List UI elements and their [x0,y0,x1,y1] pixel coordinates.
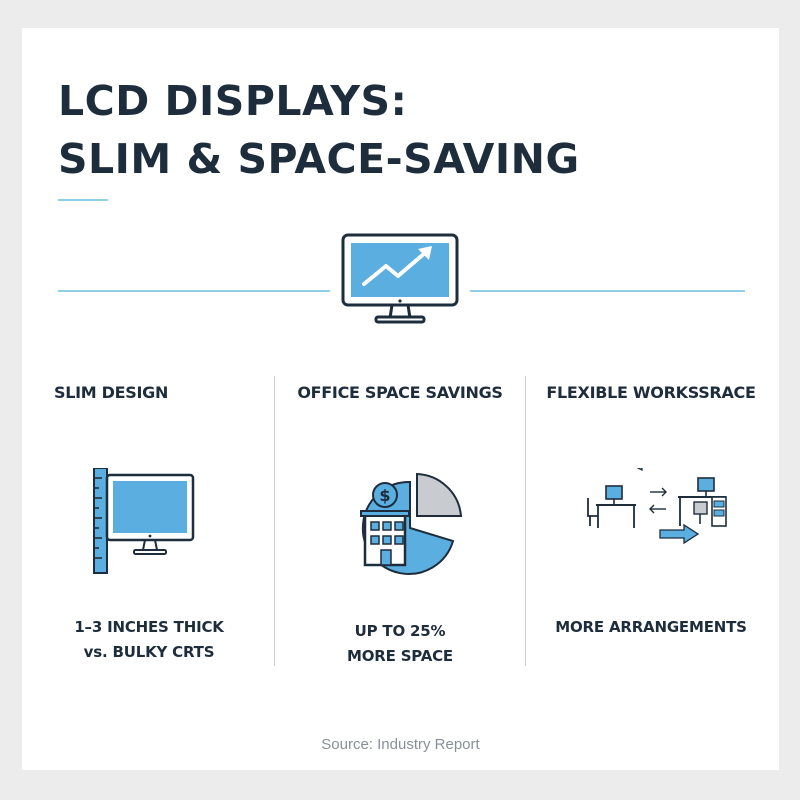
workstation-arrange-icon [587,468,727,545]
feature-column-slim-design: SLIM DESIGN 1–3 INCHES THICK vs. BULKY C… [24,383,274,663]
hero-divider-right [470,290,745,292]
caption-line-1: MORE ARRANGEMENTS [555,618,747,636]
caption-line-2: MORE SPACE [347,647,453,665]
column-heading: FLEXIBLE WORKSSRACE [546,383,756,402]
caption-line-1: 1–3 INCHES THICK [74,618,224,636]
page-title: LCD DISPLAYS: SLIM & SPACE-SAVING [58,72,580,188]
column-divider [525,376,526,666]
monitor-ruler-icon [93,468,195,574]
caption-line-1: UP TO 25% [354,622,446,640]
title-accent-line [58,199,108,201]
building-pie-chart-icon: $ [360,472,463,575]
title-line-2: SLIM & SPACE-SAVING [58,135,580,183]
column-caption: 1–3 INCHES THICK vs. BULKY CRTS [24,615,274,665]
hero-divider-left [58,290,330,292]
column-caption: UP TO 25% MORE SPACE [275,619,525,669]
source-note: Source: Industry Report [321,736,480,753]
svg-text:$: $ [379,486,390,505]
monitor-trend-up-icon [341,233,459,324]
feature-column-flexible-workspace: FLEXIBLE WORKSSRACE [526,383,776,663]
infographic-card: LCD DISPLAYS: SLIM & SPACE-SAVING SLIM D… [22,28,779,770]
column-heading: SLIM DESIGN [54,383,169,402]
title-line-1: LCD DISPLAYS: [58,77,408,125]
caption-line-2: vs. BULKY CRTS [83,643,215,661]
column-divider [274,376,275,666]
column-heading: OFFICE SPACE SAVINGS [297,383,503,402]
feature-column-office-space: OFFICE SPACE SAVINGS $ UP TO 25% MORE SP… [275,383,525,665]
column-caption: MORE ARRANGEMENTS [526,615,776,640]
